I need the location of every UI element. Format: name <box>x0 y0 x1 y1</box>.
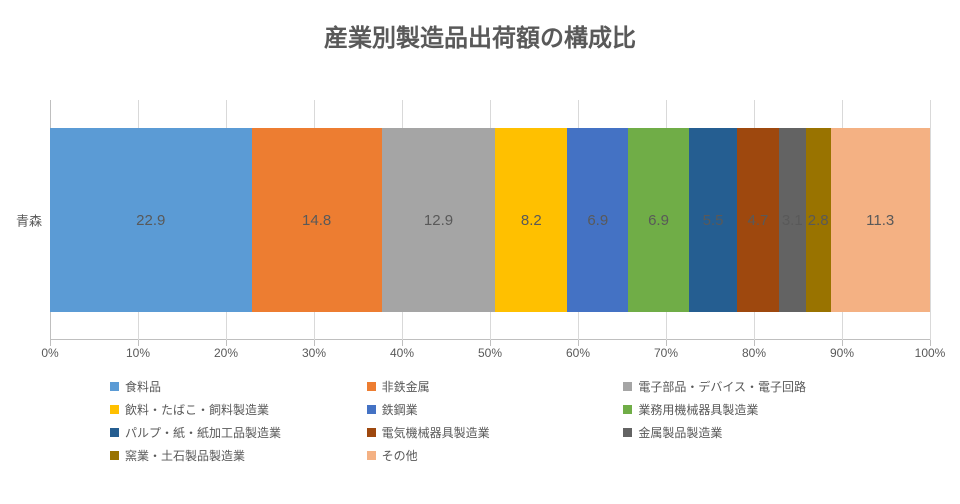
legend-item: 電気機械器具製造業 <box>367 424 614 441</box>
legend-swatch <box>110 405 119 414</box>
bar-segment: 5.5 <box>689 128 737 312</box>
legend: 食料品 非鉄金属 電子部品・デバイス・電子回路飲料・たばこ・飼料製造業 鉄鋼業 業務用機… <box>110 378 870 464</box>
legend-label: 窯業・土石製品製造業 <box>125 447 245 464</box>
x-tick-label: 30% <box>302 346 326 360</box>
bar-segment: 3.1 <box>779 128 806 312</box>
bar-segment: 11.3 <box>831 128 930 312</box>
bar-segment: 12.9 <box>382 128 496 312</box>
bar-segment: 22.9 <box>50 128 252 312</box>
legend-swatch <box>623 382 632 391</box>
legend-swatch <box>367 405 376 414</box>
x-tick-label: 10% <box>126 346 150 360</box>
legend-swatch <box>367 451 376 460</box>
legend-item: 飲料・たばこ・飼料製造業 <box>110 401 357 418</box>
legend-swatch <box>367 382 376 391</box>
legend-item: 食料品 <box>110 378 357 395</box>
bar-segment: 4.7 <box>737 128 778 312</box>
x-tick-label: 40% <box>390 346 414 360</box>
legend-label: 飲料・たばこ・飼料製造業 <box>125 401 269 418</box>
legend-label: 金属製品製造業 <box>638 424 722 441</box>
x-tick-label: 70% <box>654 346 678 360</box>
x-tick-label: 80% <box>742 346 766 360</box>
legend-item: 鉄鋼業 <box>367 401 614 418</box>
legend-swatch <box>110 382 119 391</box>
legend-item: 非鉄金属 <box>367 378 614 395</box>
gridline <box>930 100 931 340</box>
bar-segment: 14.8 <box>252 128 382 312</box>
legend-label: 鉄鋼業 <box>382 401 418 418</box>
legend-item: 電子部品・デバイス・電子回路 <box>623 378 870 395</box>
legend-item: その他 <box>367 447 614 464</box>
chart-title: 産業別製造品出荷額の構成比 <box>0 0 960 61</box>
legend-label: 電気機械器具製造業 <box>382 424 490 441</box>
x-tick-label: 0% <box>41 346 58 360</box>
x-tick-label: 100% <box>915 346 946 360</box>
legend-swatch <box>110 451 119 460</box>
x-tick-label: 60% <box>566 346 590 360</box>
legend-label: その他 <box>382 447 418 464</box>
legend-swatch <box>623 428 632 437</box>
chart-container: 産業別製造品出荷額の構成比 青森22.914.812.98.26.96.95.5… <box>0 0 960 504</box>
x-tick-label: 20% <box>214 346 238 360</box>
legend-label: パルプ・紙・紙加工品製造業 <box>125 424 281 441</box>
bar-row: 青森22.914.812.98.26.96.95.54.73.12.811.3 <box>50 128 930 312</box>
bar-segment: 6.9 <box>567 128 628 312</box>
legend-swatch <box>623 405 632 414</box>
category-label: 青森 <box>16 211 42 230</box>
legend-item: パルプ・紙・紙加工品製造業 <box>110 424 357 441</box>
legend-label: 業務用機械器具製造業 <box>638 401 758 418</box>
legend-item: 業務用機械器具製造業 <box>623 401 870 418</box>
legend-label: 電子部品・デバイス・電子回路 <box>638 378 806 395</box>
x-tick-label: 90% <box>830 346 854 360</box>
legend-item: 金属製品製造業 <box>623 424 870 441</box>
legend-label: 非鉄金属 <box>382 378 430 395</box>
legend-label: 食料品 <box>125 378 161 395</box>
bar-segment: 8.2 <box>495 128 567 312</box>
x-axis-ticks: 0%10%20%30%40%50%60%70%80%90%100% <box>50 346 930 366</box>
x-tick-label: 50% <box>478 346 502 360</box>
plot-area: 青森22.914.812.98.26.96.95.54.73.12.811.3 <box>50 100 930 340</box>
bar-segment: 6.9 <box>628 128 689 312</box>
legend-swatch <box>110 428 119 437</box>
legend-item: 窯業・土石製品製造業 <box>110 447 357 464</box>
bar-segment: 2.8 <box>806 128 831 312</box>
legend-swatch <box>367 428 376 437</box>
